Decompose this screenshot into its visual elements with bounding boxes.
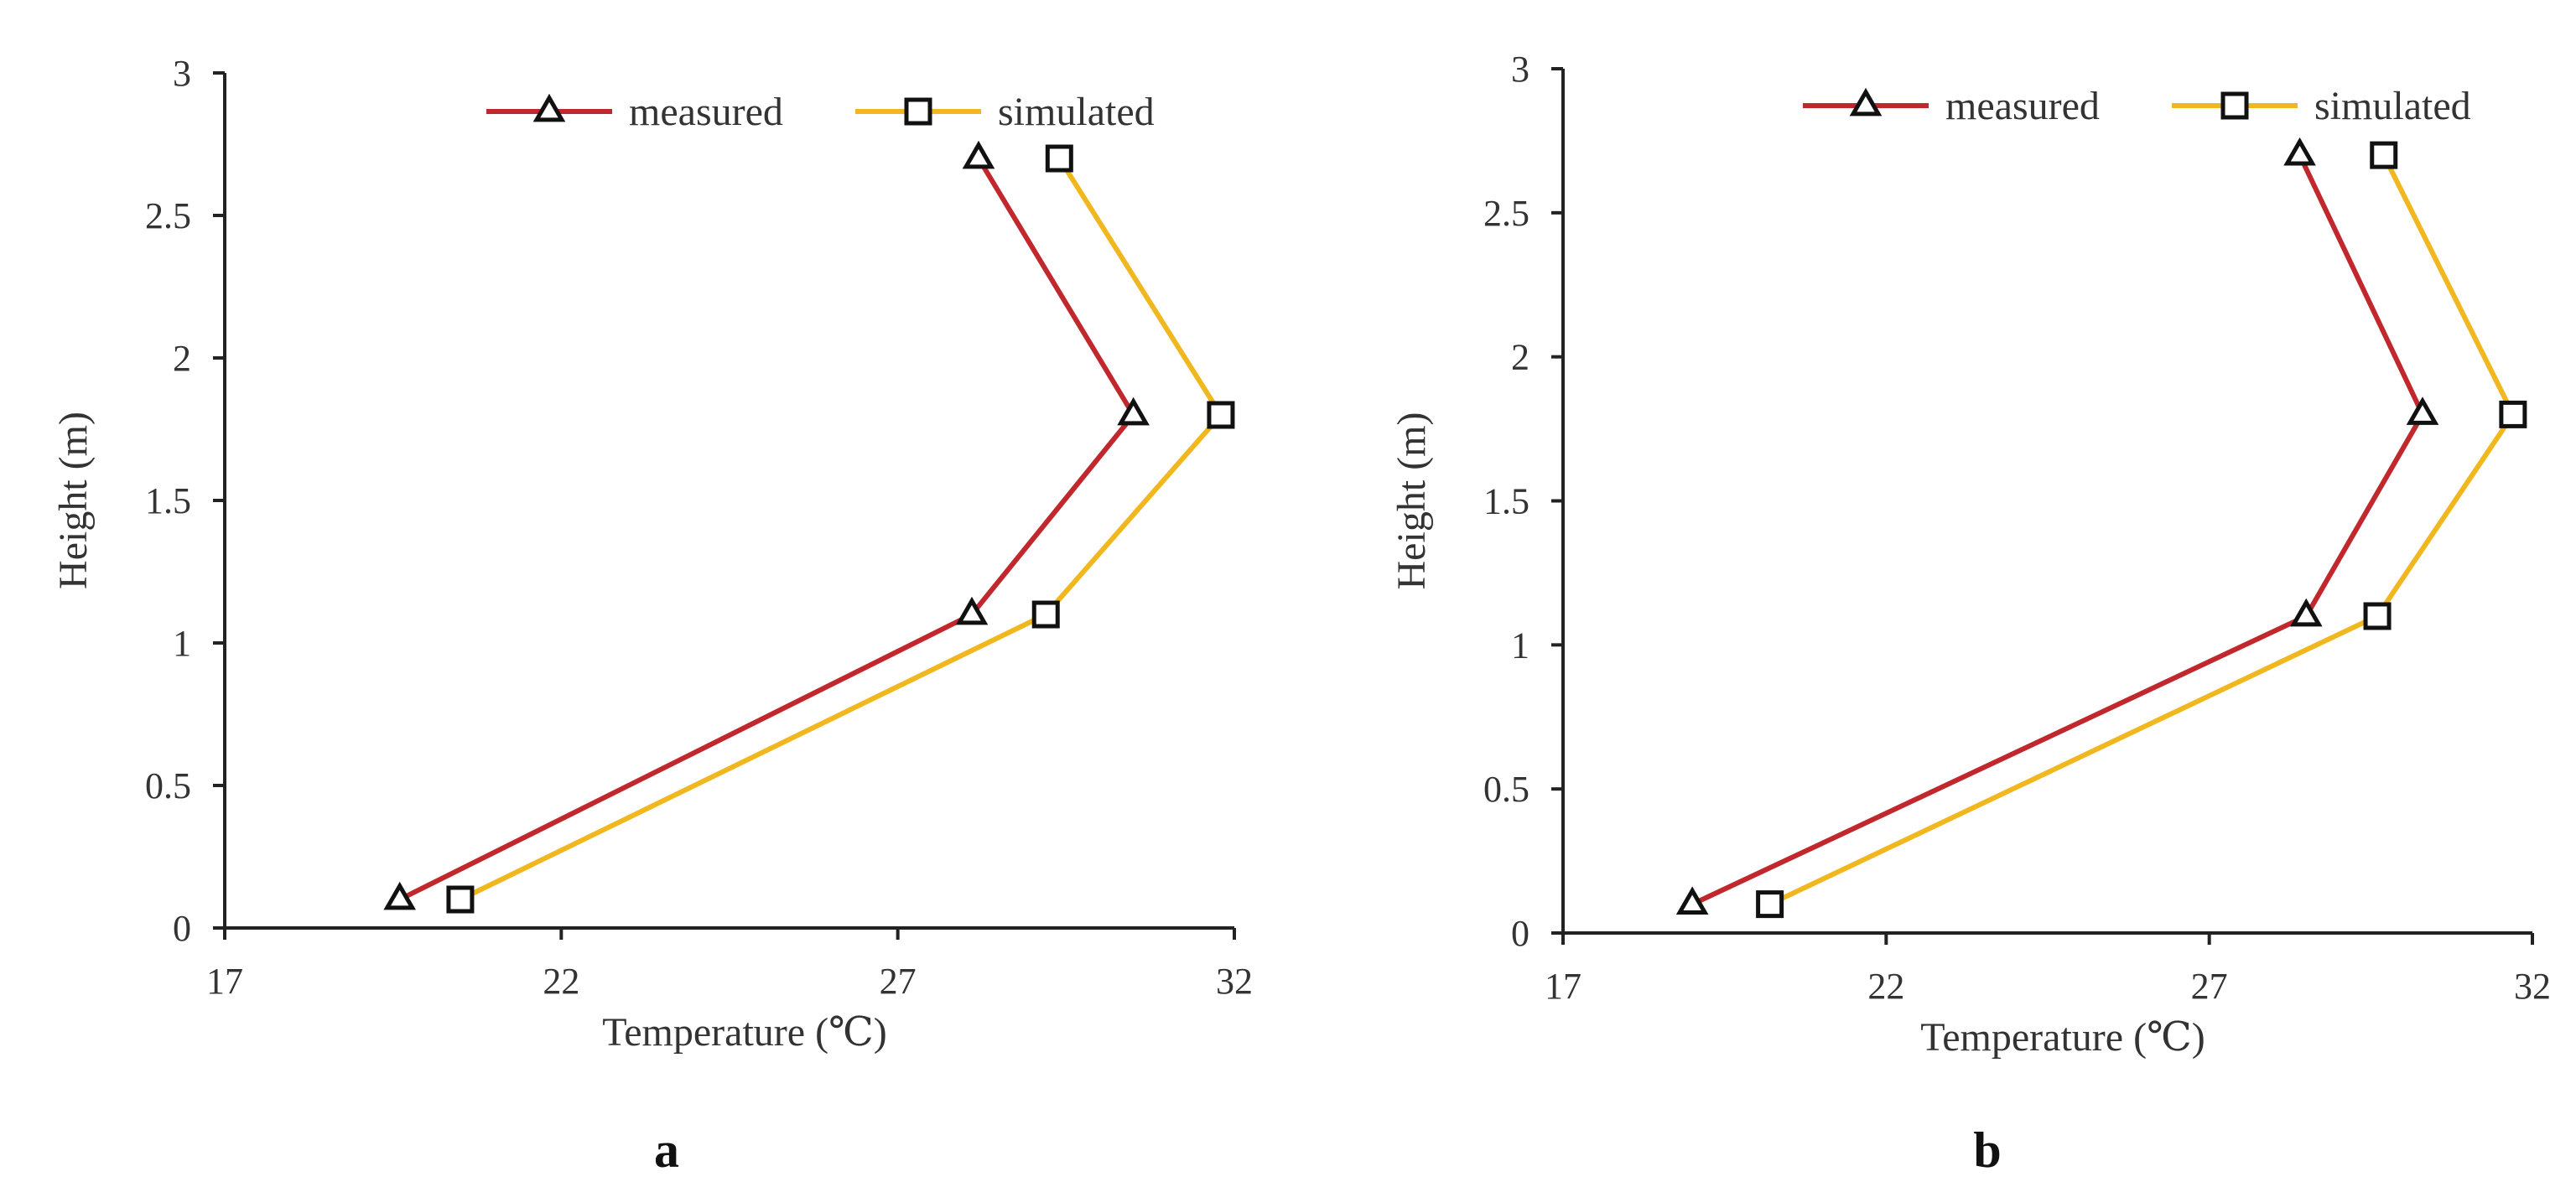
panel-label: a bbox=[654, 1122, 679, 1178]
x-axis-title: Temperature (℃) bbox=[602, 1010, 887, 1055]
y-tick-label: 0.5 bbox=[1483, 769, 1530, 810]
series-line-measured bbox=[398, 157, 1136, 902]
y-tick-label: 2 bbox=[1511, 337, 1530, 378]
data-point-simulated bbox=[2363, 602, 2392, 630]
x-axis-title: Temperature (℃) bbox=[1920, 1015, 2205, 1060]
y-tick-label: 2.5 bbox=[145, 195, 191, 236]
data-point-measured bbox=[1117, 397, 1150, 426]
y-tick-label: 1.5 bbox=[145, 480, 191, 521]
chart-panel-a: 0 0.5 1 1.5 2 2.5 3 17 22 27 32 Temperature (℃) Heig… bbox=[51, 53, 1253, 1178]
series-line-measured bbox=[1690, 153, 2425, 907]
data-point-simulated bbox=[2370, 141, 2398, 169]
y-tick-label: 0 bbox=[173, 908, 191, 949]
x-tick-label: 17 bbox=[206, 961, 243, 1002]
chart-panel-b: 0 0.5 1 1.5 2 2.5 3 17 22 27 32 Temperature (℃) Heig… bbox=[1389, 49, 2551, 1178]
y-tick-label: 3 bbox=[173, 53, 191, 94]
data-point-measured bbox=[2406, 397, 2439, 425]
series-line-simulated bbox=[1768, 153, 2516, 907]
data-point-simulated bbox=[1756, 890, 1784, 919]
x-tick-label: 22 bbox=[543, 961, 579, 1002]
legend-marker-simulated bbox=[2220, 91, 2249, 120]
legend: measured simulated bbox=[486, 90, 1155, 134]
data-point-simulated bbox=[1045, 144, 1073, 173]
legend-marker-measured bbox=[532, 93, 566, 122]
y-tick-label: 1 bbox=[173, 623, 191, 664]
x-tick-label: 27 bbox=[880, 961, 917, 1002]
x-tick-label: 27 bbox=[2191, 966, 2228, 1007]
data-point-measured bbox=[1675, 886, 1709, 915]
x-tick-label: 32 bbox=[2514, 966, 2551, 1007]
y-tick-label: 2 bbox=[173, 338, 191, 379]
legend-label-measured: measured bbox=[629, 90, 783, 134]
data-point-measured bbox=[2289, 598, 2323, 627]
x-tick-label: 32 bbox=[1216, 961, 1253, 1002]
y-tick-label: 0.5 bbox=[145, 765, 191, 806]
data-point-measured bbox=[383, 881, 417, 910]
data-point-measured bbox=[955, 596, 989, 625]
legend: measured simulated bbox=[1803, 84, 2471, 128]
legend-label-simulated: simulated bbox=[2314, 84, 2471, 128]
legend-label-simulated: simulated bbox=[998, 90, 1155, 134]
y-axis-title: Height (m) bbox=[1389, 412, 1434, 590]
y-tick-label: 0 bbox=[1511, 913, 1530, 954]
legend-marker-measured bbox=[1849, 87, 1883, 117]
data-point-simulated bbox=[1207, 401, 1235, 429]
y-tick-label: 2.5 bbox=[1483, 193, 1530, 234]
y-tick-label: 3 bbox=[1511, 49, 1530, 90]
panel-label: b bbox=[1973, 1122, 2001, 1178]
data-point-simulated bbox=[2499, 400, 2527, 428]
data-point-simulated bbox=[446, 885, 475, 914]
data-point-measured bbox=[962, 140, 995, 169]
legend-marker-simulated bbox=[904, 97, 932, 126]
y-tick-label: 1 bbox=[1511, 625, 1530, 666]
y-tick-label: 1.5 bbox=[1483, 481, 1530, 522]
legend-label-measured: measured bbox=[1945, 84, 2100, 128]
data-point-measured bbox=[2283, 137, 2316, 166]
series-line-simulated bbox=[459, 157, 1223, 902]
x-tick-label: 22 bbox=[1867, 966, 1904, 1007]
y-axis-title: Height (m) bbox=[51, 412, 96, 589]
data-point-simulated bbox=[1031, 600, 1060, 629]
x-tick-label: 17 bbox=[1545, 966, 1581, 1007]
